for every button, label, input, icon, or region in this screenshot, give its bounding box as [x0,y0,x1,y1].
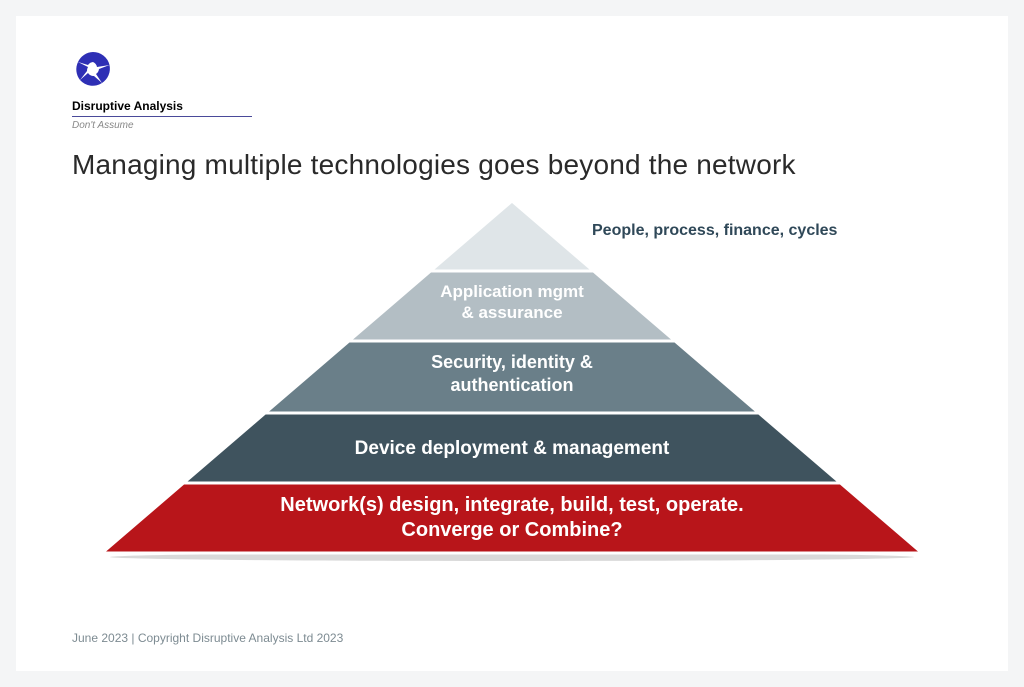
slide-title: Managing multiple technologies goes beyo… [72,149,952,181]
pyramid-label-device: Device deployment & management [292,437,732,461]
pyramid-label-application: Application mgmt & assurance [412,281,612,324]
pyramid-side-label: People, process, finance, cycles [592,221,837,242]
logo-tagline: Don't Assume [72,120,952,131]
footer-copyright: June 2023 | Copyright Disruptive Analysi… [72,631,343,645]
logo-company-name: Disruptive Analysis [72,99,952,116]
pyramid-label-network: Network(s) design, integrate, build, tes… [202,493,822,543]
logo-icon [72,48,114,90]
pyramid-layer-top [430,201,593,271]
slide: Disruptive Analysis Don't Assume Managin… [16,16,1008,671]
pyramid-label-security: Security, identity & authentication [377,351,647,396]
logo-underline [72,116,252,117]
pyramid-diagram: Application mgmt & assurance Security, id… [102,201,922,561]
logo-block: Disruptive Analysis Don't Assume [72,48,952,131]
